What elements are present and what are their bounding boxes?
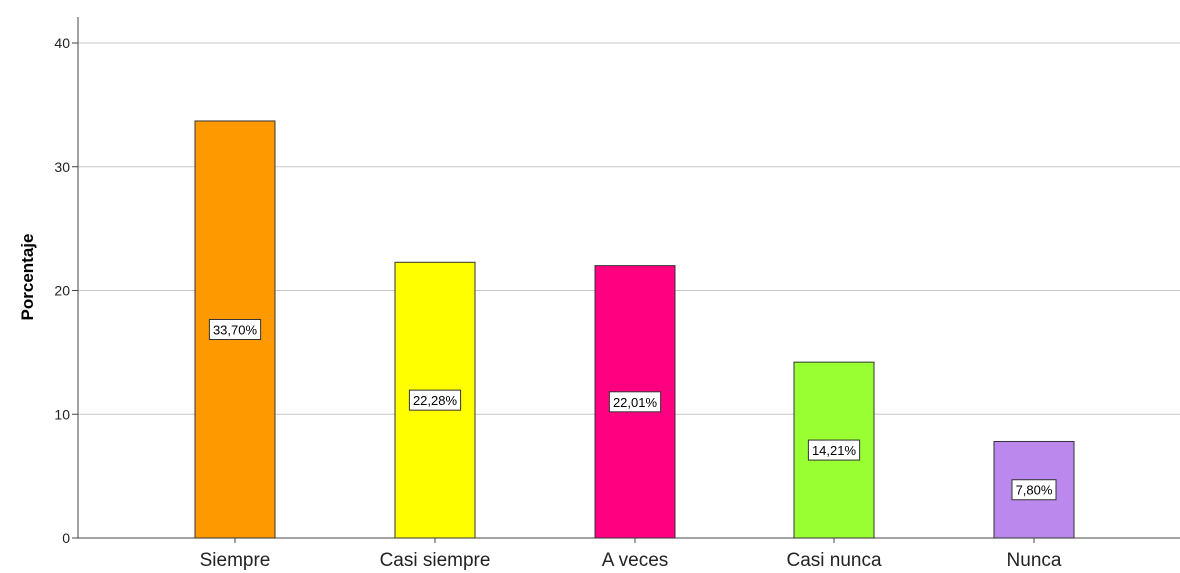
data-label-text: 22,01% [613, 395, 658, 410]
y-tick-label: 0 [62, 530, 70, 546]
category-labels: Siempre Casi siempre A veces Casi nunca Nunc… [200, 538, 1062, 571]
category-label: A veces [602, 550, 669, 571]
data-label: 33,70% [208, 318, 262, 340]
data-label-box [208, 318, 262, 340]
y-tick-label: 40 [54, 35, 70, 51]
data-label-box [807, 439, 861, 461]
data-label-box [1011, 479, 1057, 501]
bars [194, 120, 1075, 539]
y-axis-label: Porcentaje [18, 234, 37, 321]
y-tick-label: 10 [54, 406, 70, 422]
data-label-box [608, 391, 662, 413]
data-label-text: 33,70% [213, 322, 258, 337]
category-label: Casi nunca [786, 550, 881, 571]
data-label-box [408, 389, 462, 411]
category-label: Nunca [1007, 550, 1062, 571]
y-tick-labels: 0 10 20 30 40 [54, 35, 78, 546]
data-label-text: 7,80% [1016, 483, 1053, 498]
data-labels: 33,70% 22,28% 22,01% 14,21% 7,80% [208, 318, 1057, 501]
data-label: 7,80% [1011, 479, 1057, 501]
category-label: Casi siempre [380, 550, 491, 571]
data-label: 22,28% [408, 389, 462, 411]
data-label-text: 22,28% [413, 393, 458, 408]
data-label-text: 14,21% [812, 443, 857, 458]
category-label: Siempre [200, 550, 271, 571]
y-tick-label: 20 [54, 283, 70, 299]
data-label: 22,01% [608, 391, 662, 413]
y-tick-label: 30 [54, 159, 70, 175]
data-label: 14,21% [807, 439, 861, 461]
